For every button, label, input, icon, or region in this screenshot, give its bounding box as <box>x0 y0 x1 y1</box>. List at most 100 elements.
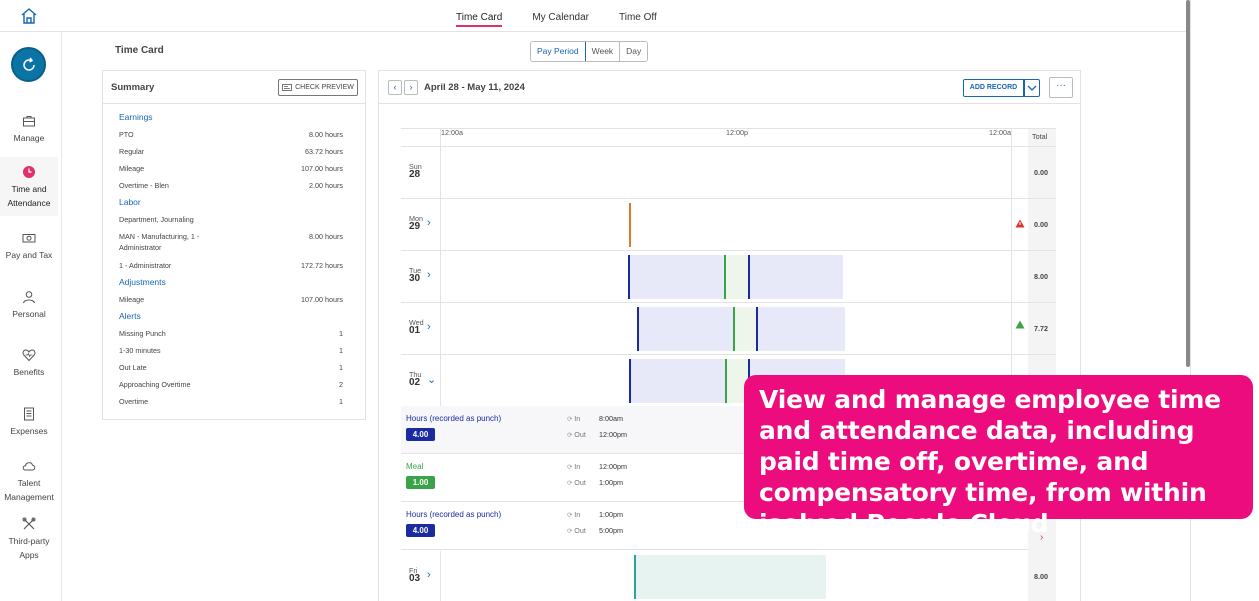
punch-in-marker[interactable] <box>637 307 639 351</box>
day-row-mon-29[interactable]: Mon 29 › 0.00 <box>401 199 1056 251</box>
sidebar-item-talent-management[interactable]: Talent Management <box>0 459 58 504</box>
tab-my-calendar[interactable]: My Calendar <box>532 12 590 23</box>
meal-marker[interactable] <box>733 307 735 351</box>
sidebar-item-label: Benefits <box>13 367 45 377</box>
summary-row: 1-30 minutes 1 <box>119 346 343 355</box>
work-block[interactable] <box>629 255 724 299</box>
sidebar-item-label: Talent Management <box>4 478 54 502</box>
section-labor[interactable]: Labor <box>119 197 141 207</box>
punch-title: Meal <box>406 462 424 471</box>
sidebar-item-expenses[interactable]: Expenses <box>0 407 58 438</box>
day-total: 0.00 <box>1034 220 1048 229</box>
chevron-right-icon[interactable]: › <box>427 569 431 581</box>
day-total: 8.00 <box>1034 572 1048 581</box>
section-alerts[interactable]: Alerts <box>119 311 141 321</box>
section-adjustments[interactable]: Adjustments <box>119 277 166 287</box>
summary-row: Out Late 1 <box>119 363 343 372</box>
home-icon[interactable] <box>20 7 38 25</box>
calendar-header: ‹ › April 28 - May 11, 2024 ADD RECORD ·… <box>379 71 1080 104</box>
day-row-wed-01[interactable]: Wed 01 › 7.72 <box>401 303 1056 355</box>
meal-block[interactable] <box>733 307 757 351</box>
more-options-button[interactable]: ··· <box>1049 77 1073 98</box>
sidebar-item-personal[interactable]: Personal <box>0 290 58 321</box>
briefcase-icon <box>23 116 35 127</box>
missing-punch-marker[interactable] <box>629 203 631 247</box>
day-total: 8.00 <box>1034 272 1048 281</box>
day-row-tue-30[interactable]: Tue 30 › 8.00 <box>401 251 1056 303</box>
top-nav: Time Card My Calendar Time Off <box>456 12 657 27</box>
summary-row: Regular 63.72 hours <box>119 147 343 156</box>
meal-marker[interactable] <box>724 255 726 299</box>
chevron-right-icon[interactable]: › <box>1040 532 1043 543</box>
approaching-overtime-icon[interactable] <box>1015 320 1025 329</box>
summary-row: MAN - Manufacturing, 1 - Administrator 8.… <box>119 232 343 252</box>
work-block[interactable] <box>638 307 733 351</box>
punch-title: Hours (recorded as punch) <box>406 414 502 423</box>
punch-in-marker[interactable] <box>756 307 758 351</box>
check-preview-label: CHECK PREVIEW <box>295 84 354 91</box>
tab-time-off[interactable]: Time Off <box>619 12 657 23</box>
add-record-button[interactable]: ADD RECORD <box>963 79 1024 97</box>
section-earnings[interactable]: Earnings <box>119 112 153 122</box>
day-row-fri-03[interactable]: Fri 03 › 8.00 <box>401 551 1056 601</box>
sidebar-item-manage[interactable]: Manage <box>0 114 58 145</box>
total-column <box>1028 128 1056 601</box>
summary-row: Approaching Overtime 2 <box>119 380 343 389</box>
summary-row: Missing Punch 1 <box>119 329 343 338</box>
prev-period-button[interactable]: ‹ <box>388 80 402 95</box>
punch-in-marker[interactable] <box>628 255 630 299</box>
sidebar-item-label: Expenses <box>10 426 48 436</box>
punch-title: Hours (recorded as punch) <box>406 510 502 519</box>
chevron-right-icon[interactable]: › <box>427 321 431 333</box>
sidebar-item-time-and-attendance[interactable]: Time and Attendance <box>0 157 58 216</box>
work-block[interactable] <box>757 307 845 351</box>
chevron-right-icon[interactable]: › <box>427 217 431 229</box>
view-day[interactable]: Day <box>620 42 648 61</box>
sidebar-item-pay-and-tax[interactable]: Pay and Tax <box>0 231 58 262</box>
grid-divider <box>440 551 441 601</box>
day-row-sun-28[interactable]: Sun 28 0.00 <box>401 147 1056 199</box>
check-preview-button[interactable]: CHECK PREVIEW <box>278 79 358 96</box>
chevron-right-icon[interactable]: › <box>427 269 431 281</box>
sidebar-item-label: Manage <box>13 133 45 143</box>
work-block[interactable] <box>630 359 725 403</box>
axis-label-start: 12:00a <box>441 128 463 137</box>
pto-marker[interactable] <box>634 555 636 599</box>
punch-in-marker[interactable] <box>748 255 750 299</box>
punch-in-marker[interactable] <box>629 359 631 403</box>
chevron-down-icon <box>1027 85 1037 91</box>
summary-row: PTO 8.00 hours <box>119 130 343 139</box>
work-block[interactable] <box>749 255 843 299</box>
receipt-icon <box>24 407 34 421</box>
scrollbar[interactable] <box>1186 0 1190 367</box>
tab-time-card[interactable]: Time Card <box>456 12 503 27</box>
view-pay-period[interactable]: Pay Period <box>531 42 586 61</box>
sidebar-item-benefits[interactable]: Benefits <box>0 348 58 379</box>
date-range: April 28 - May 11, 2024 <box>424 82 525 93</box>
summary-list: Earnings PTO 8.00 hours Regular 63.72 hour… <box>119 109 343 410</box>
meal-block[interactable] <box>724 255 749 299</box>
day-total: 7.72 <box>1034 324 1048 333</box>
avatar[interactable] <box>11 47 46 82</box>
cloud-icon <box>22 462 36 471</box>
chevron-down-icon[interactable]: ⌄ <box>427 374 437 386</box>
sidebar-item-label: Third-party Apps <box>8 536 50 560</box>
pto-block[interactable] <box>635 555 826 599</box>
tools-icon <box>22 517 36 530</box>
meal-marker[interactable] <box>725 359 727 403</box>
warning-icon[interactable] <box>1015 219 1025 228</box>
view-week[interactable]: Week <box>585 42 621 61</box>
next-period-button[interactable]: › <box>404 80 418 95</box>
axis-label-noon: 12:00p <box>726 128 748 137</box>
punch-detail-work-2[interactable]: Hours (recorded as punch) 4.00 In1:00pm … <box>401 502 1028 550</box>
feature-callout: View and manage employee time and attend… <box>744 375 1253 538</box>
day-label: Wed 01 <box>409 318 424 336</box>
hours-badge: 4.00 <box>406 524 435 537</box>
add-record-dropdown[interactable] <box>1024 79 1040 97</box>
sidebar-item-third-party-apps[interactable]: Third-party Apps <box>0 517 58 562</box>
view-toggle: Pay Period Week Day <box>530 41 649 62</box>
top-bar: Time Card My Calendar Time Off <box>0 0 1188 32</box>
day-label: Sun 28 <box>409 162 422 180</box>
grid-divider <box>440 128 441 406</box>
